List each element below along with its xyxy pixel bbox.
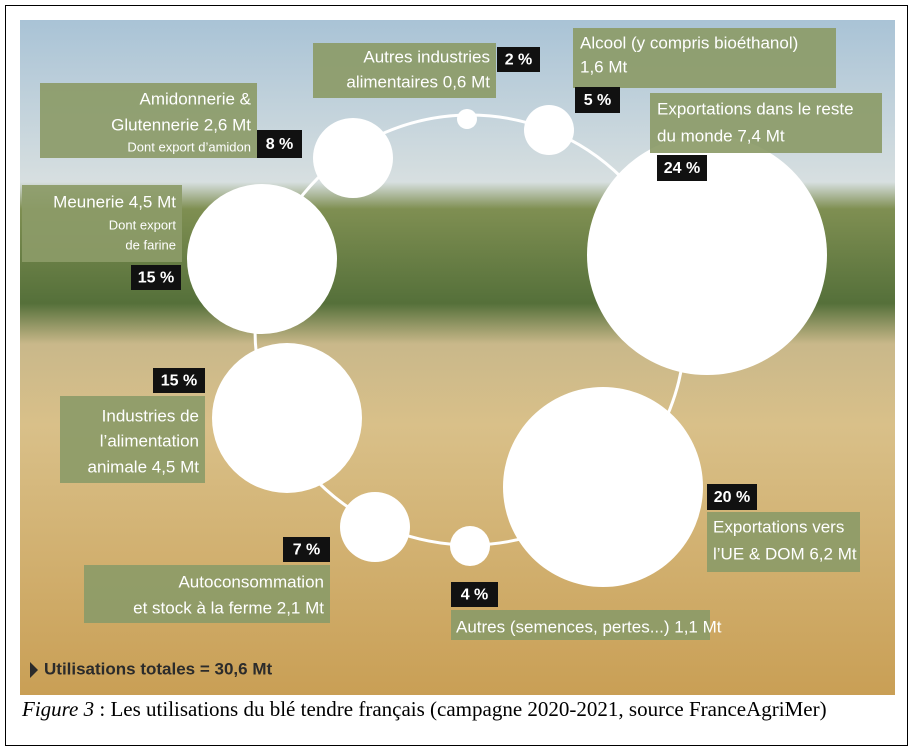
- total: Utilisations totales = 30,6 Mt: [44, 659, 272, 678]
- bubble-label: Amidonnerie &: [139, 89, 251, 108]
- bubble-label: l’UE & DOM 6,2 Mt: [713, 544, 857, 563]
- bubble-label: du monde 7,4 Mt: [657, 126, 785, 145]
- bubble-label: Autres industries: [363, 47, 490, 66]
- value-label: 15 %: [138, 270, 174, 287]
- value-label: 4 %: [461, 587, 489, 604]
- value-label: 20 %: [714, 489, 750, 506]
- bubble-label: Exportations vers: [713, 517, 844, 536]
- page: {"chart_data": {"type": "bubble", "categ…: [0, 0, 915, 753]
- bubble-label: Meunerie 4,5 Mt: [53, 192, 176, 211]
- bubble-label: animale 4,5 Mt: [88, 457, 200, 476]
- bubble-label: Exportations dans le reste: [657, 99, 854, 118]
- bubble-label: Industries de: [102, 406, 199, 425]
- bubble: [457, 109, 477, 129]
- value-label: 7 %: [293, 542, 321, 559]
- bubble-label: Autoconsommation: [178, 572, 324, 591]
- bubble-label: Glutennerie 2,6 Mt: [111, 115, 251, 134]
- bubble-label: de farine: [125, 237, 176, 252]
- value-label: 5 %: [584, 92, 612, 109]
- bubble: [187, 184, 337, 334]
- bubble-label: Dont export: [109, 217, 177, 232]
- bubble: [503, 387, 703, 587]
- bubble-label: l’alimentation: [100, 431, 199, 450]
- value-label: 2 %: [505, 52, 533, 69]
- bubble-label: Alcool (y compris bioéthanol): [580, 33, 798, 52]
- bubble-label: alimentaires 0,6 Mt: [346, 72, 490, 91]
- bubble: [340, 492, 410, 562]
- caption: Figure 3 : Les utilisations du blé tendr…: [22, 698, 902, 721]
- bubble: [450, 526, 490, 566]
- bubble: [524, 105, 574, 155]
- value-label: 24 %: [664, 160, 700, 177]
- bubble-label: et stock à la ferme 2,1 Mt: [133, 598, 324, 617]
- caption-label: Figure 3: [22, 697, 94, 721]
- bubble-label: 1,6 Mt: [580, 57, 628, 76]
- bubble: [212, 343, 362, 493]
- caption-text: : Les utilisations du blé tendre françai…: [94, 697, 826, 721]
- chart: Autres industries alimentaires 0,6 Mt 2 % A…: [0, 0, 915, 700]
- bubble: [313, 118, 393, 198]
- bubble-label: Autres (semences, pertes...) 1,1 Mt: [456, 617, 722, 636]
- value-label: 15 %: [161, 373, 197, 390]
- value-label: 8 %: [266, 136, 294, 153]
- bubble-label: Dont export d’amidon: [127, 139, 251, 154]
